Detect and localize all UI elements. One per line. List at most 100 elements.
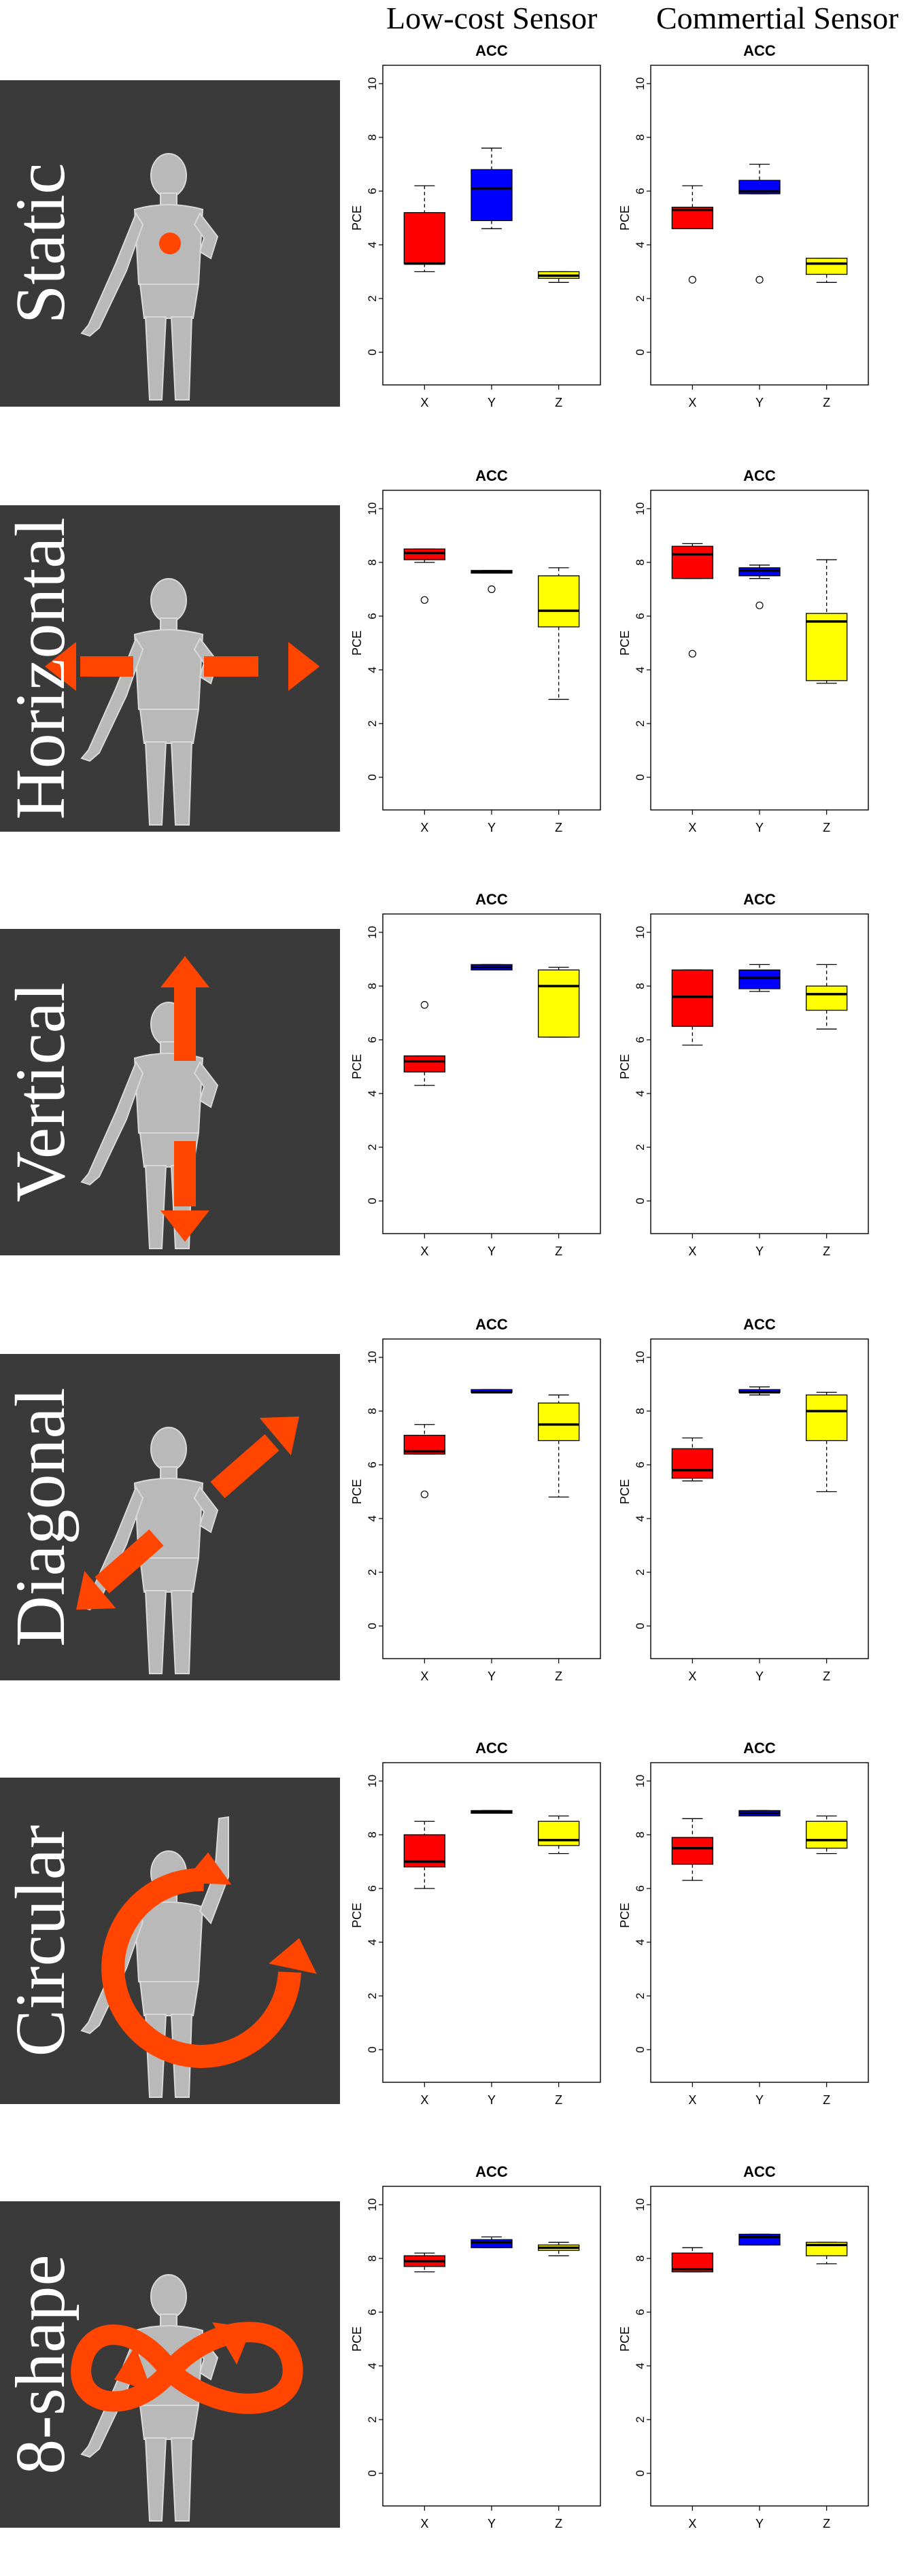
box-x xyxy=(671,1818,713,1881)
box-z xyxy=(538,1394,580,1498)
x-tick-label: Y xyxy=(488,396,496,409)
y-tick-label: 6 xyxy=(634,1036,647,1043)
column-header-commercial: Commertial Sensor xyxy=(656,1,899,35)
circular-arrow-icon xyxy=(101,1852,317,2068)
box-y xyxy=(738,2233,781,2245)
motion-panel-circular: Circular xyxy=(0,1778,340,2104)
motion-panel-8-shape: 8-shape xyxy=(0,2201,340,2528)
y-tick-label: 4 xyxy=(366,1090,379,1096)
y-axis-label: PCE xyxy=(350,630,364,656)
y-tick-label: 0 xyxy=(634,774,647,780)
y-tick-label: 10 xyxy=(634,1775,647,1788)
x-tick-label: X xyxy=(420,1670,428,1683)
box-z xyxy=(538,1815,580,1854)
y-tick-label: 0 xyxy=(366,1198,379,1204)
y-tick-label: 10 xyxy=(366,1351,379,1364)
box-z xyxy=(806,1815,848,1854)
y-tick-label: 0 xyxy=(634,2470,647,2476)
y-tick-label: 4 xyxy=(634,1939,647,1945)
y-tick-label: 8 xyxy=(366,559,379,565)
x-tick-label: Z xyxy=(555,2093,562,2107)
plot-frame xyxy=(382,913,601,1234)
x-tick-label: Z xyxy=(823,821,830,834)
y-tick-label: 8 xyxy=(634,559,647,565)
y-tick-label: 6 xyxy=(634,1885,647,1891)
x-tick-label: X xyxy=(420,2517,428,2530)
iqr-box xyxy=(538,969,580,1038)
x-tick-label: X xyxy=(420,821,428,834)
x-tick-label: Z xyxy=(823,2093,830,2107)
x-tick-label: Z xyxy=(555,2517,562,2530)
box-plot: ACC PCE 0 2 4 6 8 10 X Y Z xyxy=(618,1740,869,2107)
diagonal-arrows-icon xyxy=(76,1417,299,1610)
x-tick-label: Z xyxy=(555,821,562,834)
y-tick-label: 2 xyxy=(366,1144,379,1150)
y-tick-label: 6 xyxy=(366,188,379,194)
y-tick-label: 0 xyxy=(634,1623,647,1629)
plot-title: ACC xyxy=(743,1316,776,1333)
iqr-box xyxy=(806,985,848,1011)
y-tick-label: 8 xyxy=(634,134,647,140)
x-tick-label: X xyxy=(688,821,696,834)
x-tick-label: X xyxy=(420,1244,428,1258)
y-axis-label: PCE xyxy=(618,2326,632,2352)
box-x xyxy=(403,1424,445,1499)
box-z xyxy=(538,567,580,700)
plot-frame xyxy=(650,913,869,1234)
y-axis-label: PCE xyxy=(618,205,632,231)
x-tick-label: Y xyxy=(755,2517,764,2530)
y-tick-label: 2 xyxy=(634,1569,647,1575)
y-tick-label: 2 xyxy=(366,1993,379,1999)
y-tick-label: 0 xyxy=(366,774,379,780)
box-plot: ACC PCE 0 2 4 6 8 10 X Y Z xyxy=(618,891,869,1258)
y-tick-label: 4 xyxy=(366,1515,379,1521)
horizontal-arrows-icon xyxy=(45,642,320,691)
y-tick-label: 10 xyxy=(634,1351,647,1364)
box-z xyxy=(806,2241,848,2265)
motion-label: 8-shape xyxy=(1,2254,80,2475)
x-tick-label: Z xyxy=(555,1244,562,1258)
plot-title: ACC xyxy=(743,891,776,908)
x-tick-label: X xyxy=(688,396,696,409)
y-tick-label: 2 xyxy=(366,720,379,726)
motion-panel-diagonal: Diagonal xyxy=(0,1354,340,1680)
x-tick-label: Y xyxy=(488,821,496,834)
box-y xyxy=(738,163,781,284)
box-y xyxy=(738,564,781,609)
outlier-point xyxy=(488,585,496,594)
y-tick-label: 0 xyxy=(366,2046,379,2052)
plot-title: ACC xyxy=(475,2163,508,2180)
iqr-box xyxy=(538,575,580,628)
y-tick-label: 6 xyxy=(366,1036,379,1043)
y-axis-label: PCE xyxy=(350,205,364,231)
box-x xyxy=(671,185,713,284)
motion-panel-static: Static xyxy=(0,80,340,407)
box-plot: ACC PCE 0 2 4 6 8 10 X Y Z xyxy=(618,2163,869,2530)
box-plot: ACC PCE 0 2 4 6 8 10 X Y Z xyxy=(350,42,601,409)
x-tick-label: Z xyxy=(823,1670,830,1683)
iqr-box xyxy=(403,548,445,560)
x-tick-label: X xyxy=(688,1244,696,1258)
x-tick-label: X xyxy=(688,1670,696,1683)
plot-frame xyxy=(382,1338,601,1659)
iqr-box xyxy=(471,2239,513,2248)
plot-title: ACC xyxy=(475,891,508,908)
box-z xyxy=(538,966,580,1038)
vertical-arrows-icon xyxy=(160,956,209,1242)
box-y xyxy=(471,964,513,970)
iqr-box xyxy=(806,1820,848,1849)
x-tick-label: X xyxy=(420,396,428,409)
box-z xyxy=(538,271,580,283)
y-tick-label: 10 xyxy=(366,503,379,515)
outlier-point xyxy=(420,596,428,604)
y-tick-label: 0 xyxy=(366,2470,379,2476)
y-tick-label: 0 xyxy=(366,1623,379,1629)
y-tick-label: 8 xyxy=(366,983,379,989)
y-tick-label: 0 xyxy=(634,2046,647,2052)
y-tick-label: 4 xyxy=(634,2362,647,2369)
iqr-box xyxy=(538,1820,580,1846)
y-tick-label: 10 xyxy=(634,503,647,515)
motion-label: Diagonal xyxy=(1,1387,80,1647)
y-tick-label: 6 xyxy=(634,613,647,619)
outlier-point xyxy=(420,1490,428,1499)
